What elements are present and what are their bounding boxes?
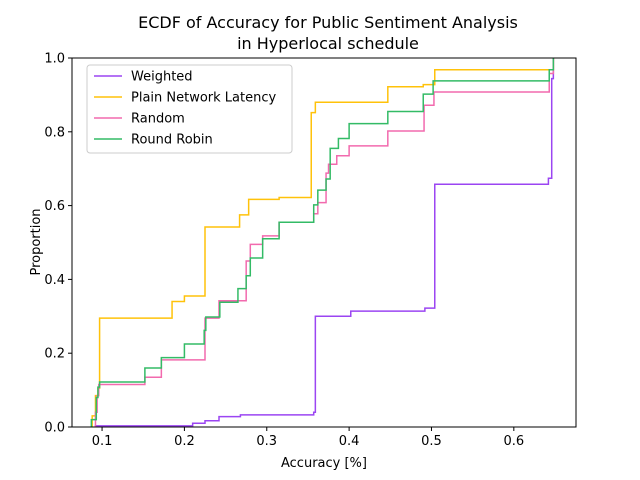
y-tick-label: 0.2: [44, 347, 65, 362]
y-axis-ticks: 0.0 0.2 0.4 0.6 0.8 1.0: [44, 52, 72, 436]
legend-label: Weighted: [131, 70, 193, 85]
x-axis-label: Accuracy [%]: [281, 456, 367, 471]
x-tick-label: 0.4: [339, 434, 360, 449]
series-layer: [90, 58, 555, 427]
y-tick-label: 0.0: [44, 421, 65, 436]
x-tick-label: 0.5: [421, 434, 442, 449]
x-axis-ticks: 0.1 0.2 0.3 0.4 0.5 0.6: [92, 427, 524, 449]
chart-title-line-1: ECDF of Accuracy for Public Sentiment An…: [138, 13, 518, 32]
x-tick-label: 0.1: [92, 434, 113, 449]
y-tick-label: 0.4: [44, 273, 65, 288]
series-line-1: [94, 58, 555, 427]
chart-title-line-2: in Hyperlocal schedule: [237, 34, 419, 53]
legend-label: Round Robin: [131, 133, 213, 148]
series-line-4: [90, 58, 555, 427]
legend: Weighted Plain Network Latency Random Round…: [86, 64, 293, 154]
y-tick-label: 0.8: [44, 125, 65, 140]
x-tick-label: 0.2: [174, 434, 195, 449]
y-axis-label: Proportion: [29, 208, 44, 275]
legend-frame: [86, 64, 293, 154]
y-tick-label: 1.0: [44, 52, 65, 67]
axes-frame: [71, 57, 577, 428]
x-tick-label: 0.3: [256, 434, 277, 449]
plot-area: [71, 57, 577, 428]
legend-entries: Weighted Plain Network Latency Random Round…: [94, 70, 277, 148]
y-tick-label: 0.6: [44, 199, 65, 214]
legend-label: Plain Network Latency: [131, 91, 277, 106]
legend-label: Random: [131, 112, 185, 127]
x-tick-label: 0.6: [503, 434, 524, 449]
